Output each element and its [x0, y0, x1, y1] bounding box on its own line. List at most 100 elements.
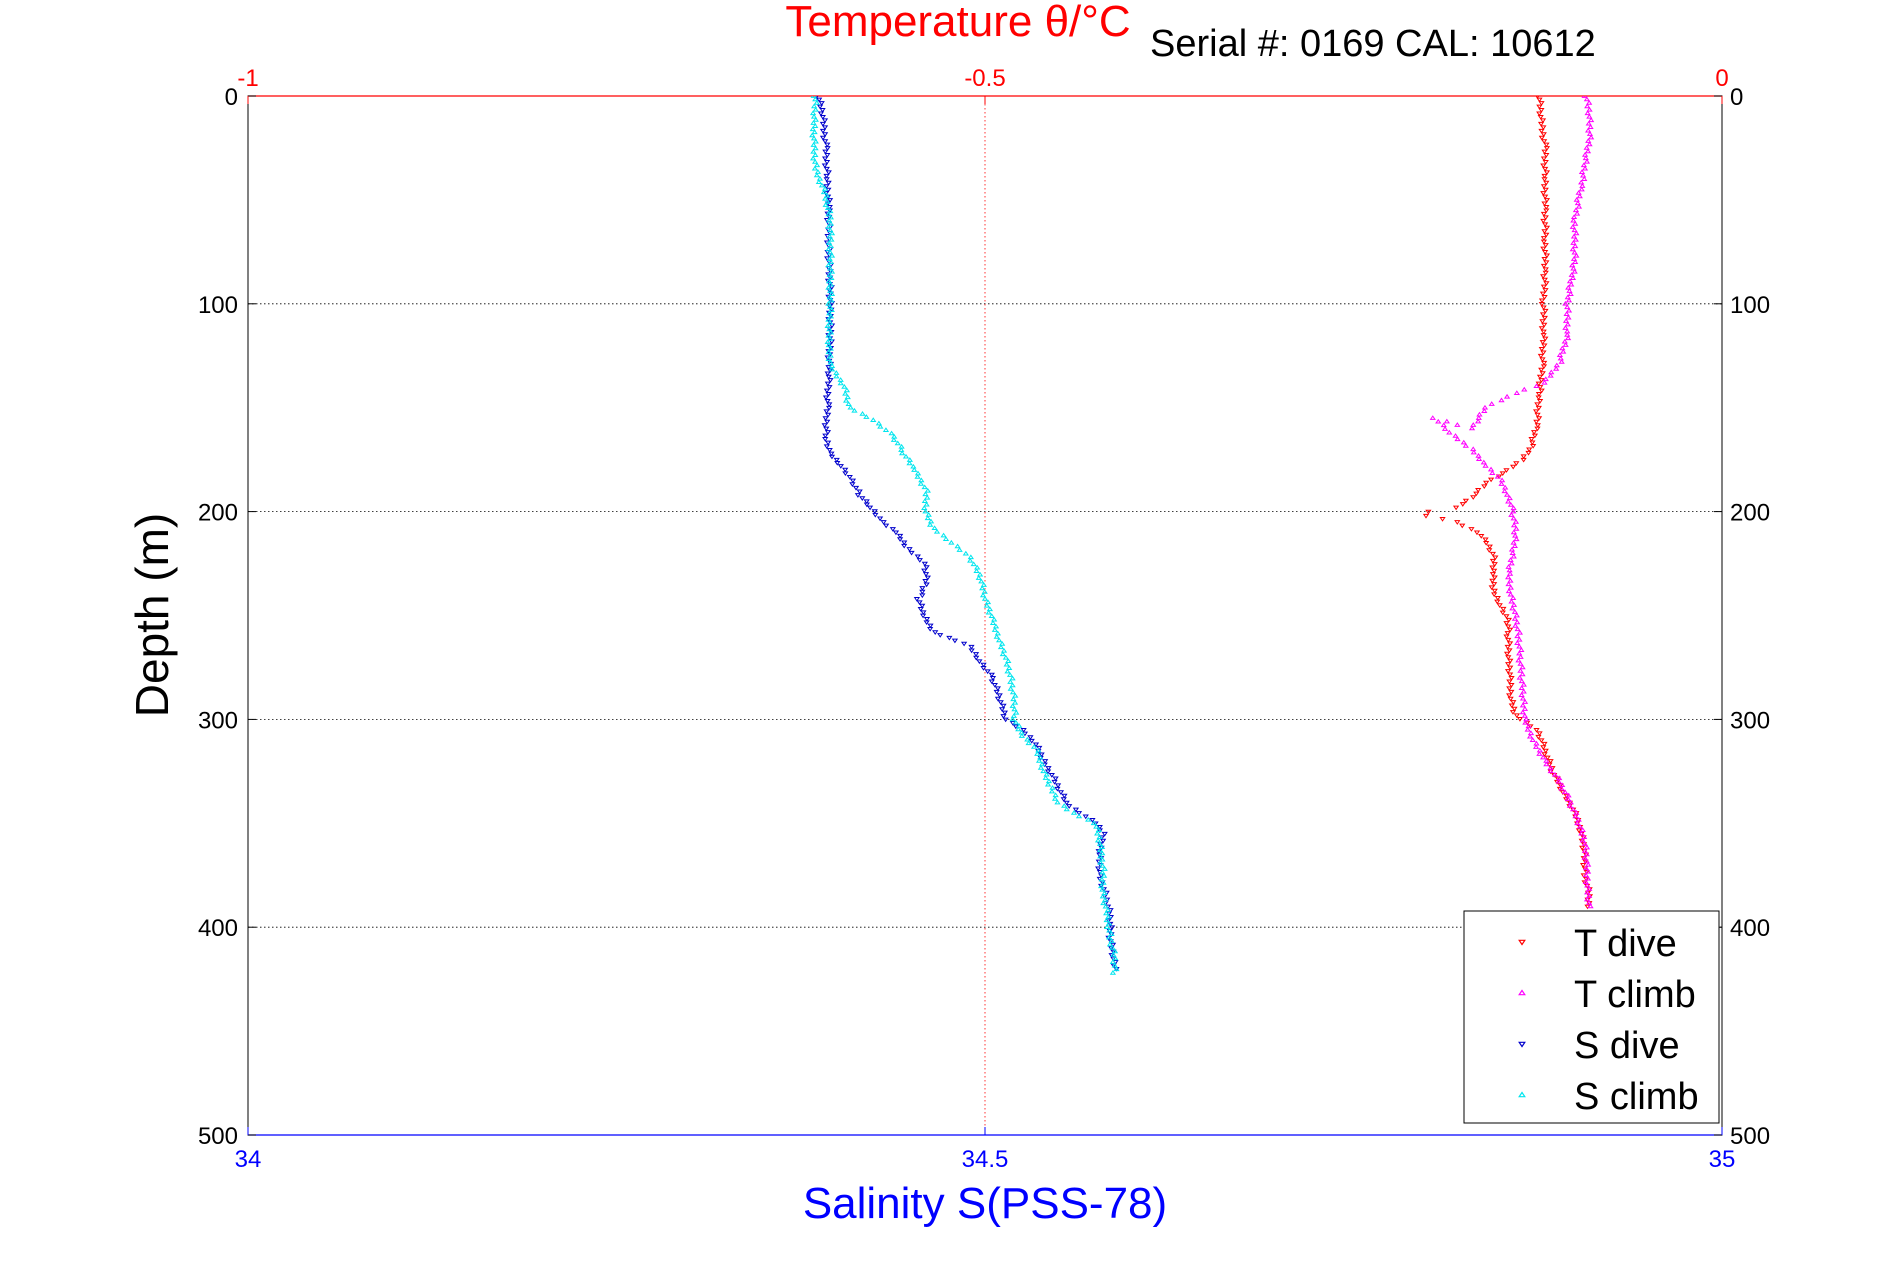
point-s-climb [1025, 740, 1032, 746]
point-t-climb [1570, 265, 1577, 271]
point-t-climb [1565, 307, 1573, 313]
series-s-climb [809, 96, 1120, 975]
point-t-dive [1508, 676, 1515, 681]
point-s-climb [828, 230, 836, 236]
point-t-climb [1520, 681, 1527, 687]
point-t-climb [1525, 723, 1532, 729]
point-t-dive [1540, 263, 1548, 269]
point-t-dive [1425, 509, 1432, 515]
point-s-climb [1099, 844, 1106, 850]
point-s-climb [815, 179, 822, 185]
point-s-climb [933, 528, 941, 534]
point-s-climb [991, 616, 998, 622]
point-t-dive [1553, 779, 1561, 785]
point-s-dive [880, 520, 887, 525]
point-t-dive [1536, 374, 1544, 380]
point-s-dive [892, 530, 900, 536]
point-t-climb [1516, 643, 1523, 649]
point-t-climb [1581, 848, 1588, 853]
point-s-climb [927, 518, 935, 524]
point-t-dive [1541, 177, 1548, 183]
point-t-dive [1516, 717, 1524, 722]
point-s-dive [819, 114, 826, 120]
point-t-dive [1475, 487, 1482, 493]
point-t-climb [1588, 134, 1595, 140]
point-s-climb [962, 550, 969, 556]
point-t-climb [1571, 227, 1578, 233]
point-t-climb [1516, 636, 1523, 642]
point-s-climb [888, 430, 895, 436]
point-t-dive [1510, 464, 1517, 470]
point-s-climb [1043, 771, 1050, 777]
point-t-dive [1507, 658, 1514, 664]
point-t-climb [1488, 401, 1495, 406]
point-s-dive [821, 132, 829, 137]
point-s-dive [908, 550, 915, 556]
point-s-climb [825, 316, 832, 322]
point-t-dive [1540, 236, 1548, 241]
point-t-climb [1522, 719, 1529, 725]
point-s-climb [1108, 931, 1115, 936]
point-t-dive [1535, 96, 1540, 99]
point-t-climb [1507, 557, 1514, 562]
point-s-dive [849, 482, 856, 487]
point-t-climb [1588, 117, 1595, 123]
point-t-climb [1557, 355, 1564, 361]
point-s-climb [1006, 672, 1014, 677]
point-s-dive [846, 474, 853, 480]
point-s-climb [940, 532, 947, 538]
point-t-climb [1581, 151, 1589, 157]
point-t-dive [1486, 548, 1493, 553]
point-s-dive [849, 478, 857, 484]
point-t-climb [1501, 488, 1508, 494]
point-s-climb [1009, 703, 1016, 708]
point-t-dive [1535, 392, 1543, 397]
point-t-dive [1511, 706, 1518, 712]
point-t-climb [1475, 456, 1483, 462]
point-t-dive [1506, 672, 1514, 678]
point-t-climb [1584, 889, 1591, 895]
point-s-dive [919, 589, 926, 595]
point-s-dive [1002, 717, 1009, 723]
point-t-dive [1482, 537, 1489, 543]
point-s-dive [1101, 831, 1108, 837]
point-t-dive [1459, 523, 1466, 529]
point-s-climb [847, 404, 854, 410]
point-t-climb [1547, 768, 1554, 774]
point-s-climb [1012, 719, 1020, 725]
point-s-dive [972, 652, 980, 657]
point-s-climb [828, 268, 836, 274]
point-t-dive [1541, 741, 1548, 747]
point-t-climb [1494, 473, 1501, 479]
point-t-dive [1538, 128, 1545, 134]
point-t-dive [1538, 738, 1545, 744]
point-t-climb [1498, 397, 1505, 403]
point-t-dive [1506, 679, 1513, 685]
point-s-dive [823, 426, 830, 432]
point-s-dive [1027, 735, 1034, 740]
point-t-dive [1490, 582, 1498, 587]
point-s-climb [973, 568, 980, 573]
point-s-climb [1106, 927, 1113, 933]
point-s-dive [1075, 811, 1083, 816]
point-t-climb [1482, 463, 1489, 468]
point-s-dive [859, 496, 866, 501]
point-s-dive [924, 575, 931, 581]
point-t-climb [1507, 577, 1514, 583]
point-s-climb [898, 447, 905, 452]
point-s-climb [1098, 876, 1105, 882]
point-s-climb [979, 585, 986, 591]
point-s-climb [823, 192, 831, 198]
point-t-dive [1506, 693, 1513, 699]
point-t-climb [1505, 498, 1512, 504]
point-t-dive [1530, 430, 1538, 435]
point-s-climb [1048, 788, 1056, 794]
y-tick-label-right: 400 [1730, 915, 1770, 942]
point-s-dive [919, 603, 926, 609]
point-t-climb [1575, 816, 1582, 822]
point-t-dive [1478, 534, 1485, 539]
point-t-climb [1506, 495, 1513, 501]
point-t-climb [1586, 113, 1593, 119]
point-s-climb [809, 110, 817, 116]
point-s-climb [877, 423, 884, 429]
